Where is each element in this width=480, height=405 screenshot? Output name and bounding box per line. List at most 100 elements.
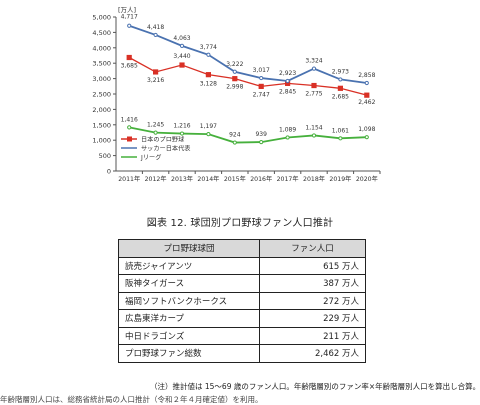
- header-fans: ファン人口: [259, 239, 366, 258]
- data-label: 4,717: [121, 14, 138, 21]
- x-tick-label: 2013年: [171, 175, 193, 183]
- data-point: [153, 32, 158, 38]
- legend-marker: [127, 136, 132, 142]
- data-label: 3,685: [121, 63, 138, 70]
- data-label: 2,858: [358, 72, 375, 79]
- footnote: （注）推計値は 15～69 歳のファン人口。年齢階層別のファン率×年齢階層別人口…: [150, 382, 480, 391]
- x-tick-label: 2016年: [250, 175, 272, 183]
- fan-count: 211 万人: [259, 326, 366, 345]
- data-label: 1,089: [279, 126, 296, 133]
- x-tick-label: 2020年: [356, 175, 378, 183]
- team-name: 読売ジャイアンツ: [118, 256, 260, 275]
- y-tick-label: 2,000: [92, 106, 111, 114]
- y-tick-label: 5,000: [92, 14, 111, 22]
- x-tick-label: 2015年: [224, 175, 246, 183]
- y-axis-label: [万人]: [118, 6, 136, 14]
- data-point: [259, 139, 264, 145]
- line-chart: 0 500 1,000 1,500 2,000 2,500 3,000 3,500 4,000 4…: [92, 6, 381, 183]
- team-name: 中日ドラゴンズ: [118, 326, 260, 345]
- x-tick-label: 2017年: [277, 175, 299, 183]
- data-point: [364, 92, 370, 98]
- series-line: [128, 24, 367, 84]
- data-label: 2,923: [279, 70, 296, 77]
- series-line: [129, 126, 367, 144]
- data-point: [258, 83, 264, 89]
- data-point: [364, 80, 369, 86]
- data-point: [338, 77, 343, 82]
- team-name: 広島東洋カープ: [118, 309, 260, 328]
- data-point: [364, 135, 369, 140]
- data-point: [153, 130, 158, 135]
- data-label: 4,063: [173, 35, 190, 42]
- data-label: 1,216: [173, 123, 190, 130]
- x-tick-label: 2012年: [145, 175, 167, 183]
- data-point: [179, 131, 185, 136]
- y-tick-label: 3,000: [92, 75, 111, 83]
- legend-label: サッカー日本代表: [141, 144, 191, 152]
- fan-count: 2,462 万人: [259, 344, 366, 363]
- fan-count: 272 万人: [259, 291, 366, 310]
- y-tick-label: 4,000: [92, 44, 111, 52]
- data-label: 2,845: [279, 88, 296, 95]
- chart-axes: 0 500 1,000 1,500 2,000 2,500 3,000 3,500 4,000 4…: [92, 6, 381, 183]
- table-row: 広島東洋カープ 229 万人: [118, 309, 366, 328]
- y-tick-label: 4,500: [92, 29, 111, 37]
- table-row: 阪神タイガース 387 万人: [118, 274, 366, 293]
- fan-count: 229 万人: [259, 309, 366, 328]
- data-label: 1,154: [305, 124, 322, 131]
- data-label: 1,416: [121, 116, 138, 123]
- legend-label: 日本のプロ野球: [141, 135, 185, 143]
- data-point: [232, 76, 238, 82]
- series-line: [128, 56, 367, 96]
- data-label: 2,685: [332, 93, 349, 100]
- data-label: 3,216: [147, 77, 164, 84]
- data-point: [206, 132, 211, 137]
- data-point: [311, 66, 317, 71]
- legend-label: Jリーグ: [140, 153, 161, 161]
- data-label: 1,098: [358, 126, 375, 133]
- data-point: [232, 140, 237, 145]
- data-point: [153, 69, 159, 75]
- data-label: 3,222: [226, 61, 243, 68]
- data-point: [206, 52, 211, 57]
- data-point: [285, 78, 290, 84]
- data-point: [127, 23, 132, 28]
- table-caption: 図表 12. 球団別プロ野球ファン人口推計: [146, 218, 334, 229]
- data-label: 4,418: [147, 24, 164, 31]
- data-label: 2,775: [305, 91, 322, 98]
- table-row: 中日ドラゴンズ 211 万人: [118, 326, 366, 345]
- header-team: プロ野球球団: [118, 239, 260, 258]
- x-tick-label: 2014年: [197, 175, 219, 183]
- data-label: 1,061: [332, 127, 349, 134]
- data-point: [311, 133, 317, 138]
- y-tick-label: 1,500: [92, 121, 111, 129]
- table-row: 福岡ソフトバンクホークス 272 万人: [118, 291, 366, 310]
- data-label: 2,462: [358, 99, 375, 106]
- data-point: [205, 72, 211, 78]
- data-point: [232, 69, 237, 74]
- data-point: [259, 75, 264, 81]
- data-label: 3,017: [253, 67, 270, 74]
- data-point: [285, 135, 290, 140]
- y-tick-label: 2,500: [92, 91, 111, 99]
- x-tick-label: 2011年: [118, 175, 140, 183]
- table-row: プロ野球ファン総数 2,462 万人: [118, 344, 366, 363]
- data-label: 3,128: [200, 81, 217, 88]
- data-point: [311, 82, 317, 89]
- y-tick-label: 500: [99, 152, 111, 160]
- data-label: 2,998: [226, 84, 243, 91]
- fan-count: 615 万人: [259, 256, 366, 275]
- team-name: 福岡ソフトバンクホークス: [118, 291, 260, 310]
- data-label: 3,774: [200, 44, 217, 51]
- data-label: 3,324: [305, 58, 322, 65]
- team-name: プロ野球ファン総数: [118, 344, 260, 363]
- table-header-row: プロ野球球団 ファン人口: [118, 239, 366, 258]
- data-point: [338, 136, 343, 141]
- data-point: [179, 62, 185, 68]
- data-point: [127, 125, 132, 130]
- data-point: [285, 80, 291, 86]
- data-point: [337, 85, 343, 91]
- data-label: 2,973: [332, 68, 349, 75]
- team-name: 阪神タイガース: [118, 274, 260, 293]
